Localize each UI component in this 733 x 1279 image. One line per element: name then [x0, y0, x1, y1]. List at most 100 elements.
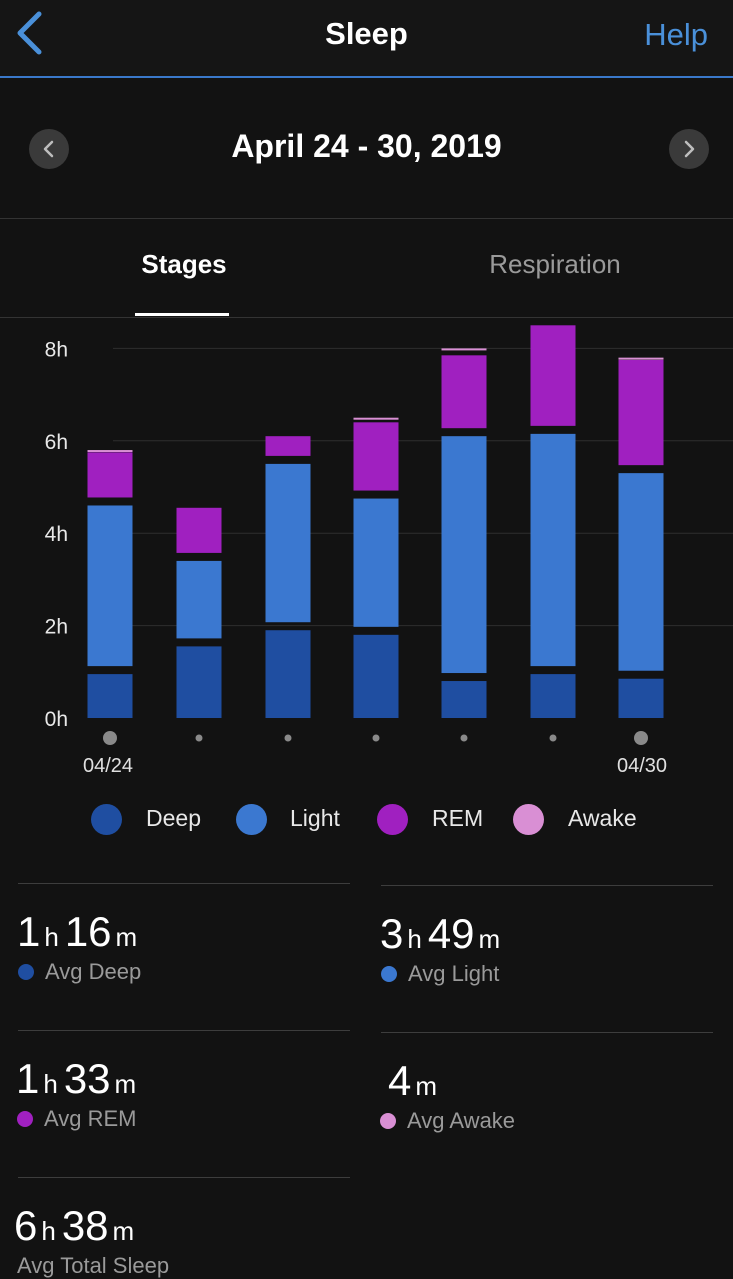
bar-awake: [441, 348, 487, 351]
x-tick-dot: [634, 731, 648, 745]
x-tick-dot: [284, 734, 292, 742]
legend-swatch-deep: [91, 804, 122, 835]
stat-minutes-unit: m: [114, 1069, 137, 1099]
bar-rem: [530, 325, 576, 426]
stat-label: Avg Awake: [407, 1108, 516, 1133]
y-tick-label: 2h: [45, 616, 68, 639]
x-tick-dot: [372, 734, 380, 742]
stat-value: 1 h 33 m: [16, 1055, 142, 1103]
stat-swatch-rem: [17, 1111, 33, 1127]
date-range-label: April 24 - 30, 2019: [231, 128, 502, 164]
stat-value: 3 h 49 m: [380, 910, 506, 958]
stat-hours-unit: h: [407, 924, 422, 954]
x-tick-dot: [195, 734, 203, 742]
legend-label-light: Light: [290, 805, 340, 831]
bar-deep: [353, 634, 399, 718]
bar-rem: [353, 422, 399, 491]
active-tab-indicator: [135, 313, 229, 316]
stat-hours: 6: [14, 1202, 38, 1249]
stat-minutes: 33: [63, 1055, 111, 1102]
stat-value: 1 h 16 m: [17, 908, 143, 956]
stat-hours-unit: h: [41, 1216, 56, 1246]
stat-hours: 3: [380, 910, 404, 957]
bar-deep: [618, 678, 664, 718]
bar-awake: [618, 357, 664, 360]
stat-minutes-unit: m: [415, 1071, 438, 1101]
date-navigator: April 24 - 30, 2019: [0, 78, 733, 219]
legend-swatch-light: [236, 804, 267, 835]
bar-light: [441, 436, 487, 674]
stat-minutes-unit: m: [478, 924, 501, 954]
stat-minutes: 49: [427, 910, 475, 957]
bar-deep: [530, 674, 576, 718]
y-tick-label: 6h: [45, 431, 68, 454]
back-button[interactable]: [12, 8, 52, 58]
bar-light: [618, 473, 664, 671]
header-bar: Sleep Help: [0, 0, 733, 78]
divider: [18, 1177, 350, 1178]
chart-legend: Deep Light REM Awake: [0, 800, 733, 840]
bar-deep: [265, 630, 311, 718]
stat-hours-unit: h: [44, 922, 59, 952]
tab-respiration[interactable]: Respiration: [489, 249, 621, 279]
stat-minutes-unit: m: [115, 922, 138, 952]
help-button[interactable]: Help: [644, 17, 708, 52]
stat-minutes: 4: [388, 1057, 412, 1104]
stat-swatch-awake: [380, 1113, 396, 1129]
stat-label: Avg Light: [408, 961, 500, 986]
previous-week-button[interactable]: [29, 129, 69, 169]
stat-swatch-deep: [18, 964, 34, 980]
bar-rem: [87, 452, 133, 498]
divider: [381, 1032, 713, 1033]
bar-awake: [87, 450, 133, 453]
chevron-left-icon: [43, 140, 54, 158]
stat-value: 6 h 38 m: [14, 1202, 140, 1250]
stat-swatch-light: [381, 966, 397, 982]
tab-stages[interactable]: Stages: [141, 249, 227, 279]
bar-deep: [441, 681, 487, 718]
next-week-button[interactable]: [669, 129, 709, 169]
bar-deep: [87, 674, 133, 718]
stat-minutes: 16: [64, 908, 112, 955]
stat-hours-unit: h: [43, 1069, 58, 1099]
sleep-stages-chart: 0h 2h 4h 6h 8h 04/24 04/30: [45, 325, 733, 777]
bar-rem: [265, 436, 311, 456]
stat-minutes-unit: m: [112, 1216, 135, 1246]
bar-light: [176, 560, 222, 639]
bar-deep: [176, 646, 222, 718]
legend-swatch-awake: [513, 804, 544, 835]
y-tick-label: 8h: [45, 338, 68, 361]
legend-swatch-rem: [377, 804, 408, 835]
legend-label-awake: Awake: [568, 805, 637, 831]
stat-label: Avg REM: [44, 1106, 137, 1131]
x-tick-dot: [549, 734, 557, 742]
bar-rem: [441, 355, 487, 429]
stat-hours: 1: [16, 1055, 40, 1102]
x-tick-label: 04/30: [617, 755, 667, 777]
divider: [381, 885, 713, 886]
stat-hours: 1: [17, 908, 41, 955]
bar-rem: [176, 507, 222, 553]
bar-light: [530, 433, 576, 667]
y-tick-label: 0h: [45, 708, 68, 731]
bar-awake: [353, 417, 399, 420]
stat-label: Avg Deep: [45, 959, 142, 984]
tab-bar: Stages Respiration: [0, 219, 733, 318]
x-tick-label: 04/24: [83, 755, 133, 777]
bar-light: [87, 505, 133, 667]
bar-light: [265, 463, 311, 623]
page-title: Sleep: [325, 16, 408, 51]
chevron-right-icon: [684, 140, 695, 158]
legend-label-rem: REM: [432, 805, 484, 831]
stat-label: Avg Total Sleep: [17, 1253, 170, 1278]
legend-label-deep: Deep: [146, 805, 201, 831]
stat-minutes: 38: [61, 1202, 109, 1249]
divider: [18, 883, 350, 884]
bar-light: [353, 498, 399, 627]
bar-rem: [618, 359, 664, 466]
x-tick-dot: [460, 734, 468, 742]
y-tick-label: 4h: [45, 523, 68, 546]
divider: [18, 1030, 350, 1031]
x-tick-dot: [103, 731, 117, 745]
